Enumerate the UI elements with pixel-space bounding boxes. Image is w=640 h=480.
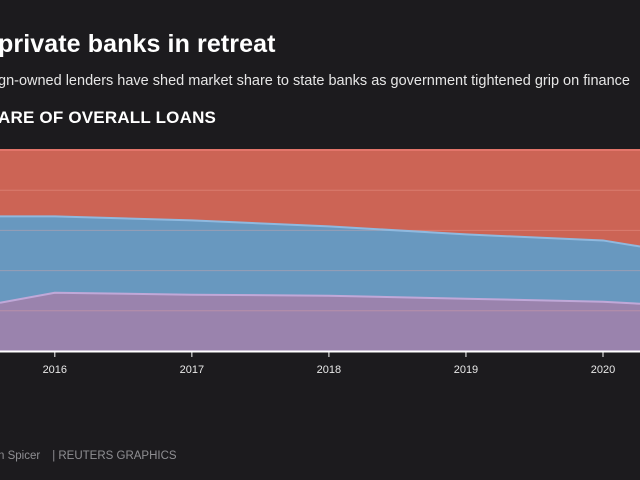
section-label: ARE OF OVERALL LOANS <box>0 108 217 127</box>
top-band-area <box>0 150 640 247</box>
footer: n Spicer | REUTERS GRAPHICS <box>0 450 177 462</box>
area-chart: 2016 2017 2018 2019 2020 <box>0 149 640 376</box>
chart-subtitle: gn-owned lenders have shed market share … <box>0 73 630 89</box>
x-tick-label-2018: 2018 <box>317 364 341 376</box>
middle-band-area <box>0 216 640 304</box>
middle-band-line <box>0 215 640 248</box>
x-tick-label-2019: 2019 <box>454 364 478 376</box>
footer-credit: n Spicer <box>0 450 41 462</box>
x-tick-label-2017: 2017 <box>180 364 204 376</box>
x-tick-label-2016: 2016 <box>43 364 67 376</box>
chart-title: private banks in retreat <box>0 30 276 58</box>
x-tick-label-2020: 2020 <box>591 364 615 376</box>
bottom-band-line <box>0 291 640 305</box>
bottom-band-area <box>0 292 640 351</box>
footer-source: | REUTERS GRAPHICS <box>52 450 177 462</box>
